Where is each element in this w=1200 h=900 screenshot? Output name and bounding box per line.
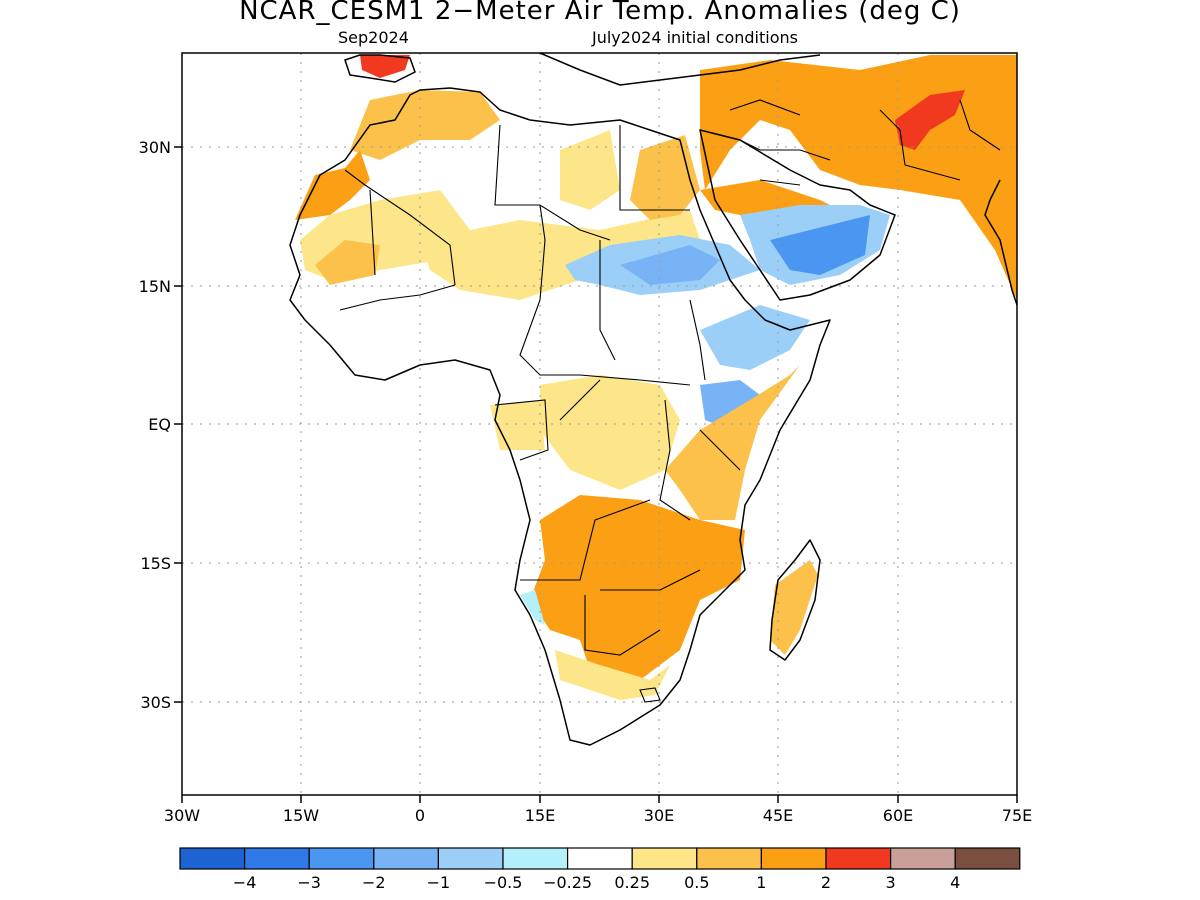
colorbar-label: −3	[297, 873, 321, 892]
x-tick-label: 60E	[883, 806, 913, 825]
anomaly-kenya-cool	[700, 380, 760, 430]
anomaly-shading	[295, 55, 1017, 700]
x-tick-label: 15E	[525, 806, 555, 825]
anomaly-horn-cool	[700, 305, 810, 370]
colorbar-swatch	[631, 847, 698, 870]
colorbar-swatch	[954, 847, 1021, 870]
colorbar-swatch	[373, 847, 439, 870]
colorbar-swatch	[760, 847, 827, 870]
colorbar-label: −0.25	[543, 873, 592, 892]
colorbar-swatch	[825, 847, 892, 870]
anomaly-south-africa-yellow	[555, 650, 670, 700]
x-tick-labels: 30W 15W 0 15E 30E 45E 60E 75E	[164, 806, 1032, 825]
x-tick-label: 15W	[283, 806, 319, 825]
arabia-coastline	[699, 129, 896, 301]
colorbar-swatch	[889, 847, 956, 870]
anomaly-namibia-cool	[520, 590, 545, 625]
anomaly-libya-yellow	[560, 130, 620, 210]
anomaly-egypt-warm	[630, 135, 700, 220]
colorbar-swatch	[179, 847, 246, 870]
tick-marks	[174, 146, 1018, 803]
colorbar-swatch	[696, 847, 762, 870]
colorbar-labels: −4 −3 −2 −1 −0.5 −0.25 0.25 0.5 1 2 3 4	[233, 873, 960, 892]
colorbar-swatch	[437, 847, 504, 870]
africa-coastline	[289, 87, 831, 746]
anomaly-yemen-cooler	[770, 215, 870, 275]
x-tick-label: 30W	[164, 806, 200, 825]
colorbar: −4 −3 −2 −1 −0.5 −0.25 0.25 0.5 1 2 3 4	[179, 847, 1021, 892]
map-title: NCAR_CESM1 2−Meter Air Temp. Anomalies (…	[239, 0, 961, 26]
colorbar-label: 2	[821, 873, 831, 892]
y-tick-label: 30S	[140, 693, 171, 712]
colorbar-label: 0.25	[614, 873, 650, 892]
y-tick-label: 30N	[139, 138, 171, 157]
colorbar-swatch	[244, 847, 310, 870]
anomaly-spain-hot	[360, 55, 410, 78]
india-coastline	[984, 179, 1017, 306]
madagascar-coastline	[769, 539, 821, 661]
anomaly-central-africa-yellow	[540, 375, 680, 490]
colorbar-swatch	[308, 847, 375, 870]
y-tick-label: 15S	[140, 554, 171, 573]
anomaly-sahel-yellow	[420, 210, 700, 300]
colorbar-label: 0.5	[684, 873, 709, 892]
anomaly-madagascar-warm	[770, 560, 818, 655]
y-tick-label: 15N	[139, 277, 171, 296]
x-tick-label: 45E	[763, 806, 793, 825]
initial-conditions: July2024 initial conditions	[592, 28, 798, 47]
country-borders	[339, 99, 1001, 703]
iberia-coastline	[344, 54, 416, 83]
y-tick-label: EQ	[148, 415, 171, 434]
colorbar-swatch	[566, 847, 633, 870]
colorbar-label: −1	[427, 873, 451, 892]
x-tick-label: 0	[415, 806, 425, 825]
europe-coastline	[539, 53, 821, 86]
anomaly-nw-africa-warm	[295, 150, 370, 220]
colorbar-label: −4	[233, 873, 257, 892]
colorbar-label: 1	[756, 873, 766, 892]
gridlines	[182, 53, 1017, 795]
colorbar-swatches	[179, 847, 1021, 870]
anomaly-morocco-warm	[350, 90, 500, 160]
y-tick-labels: 30N 15N EQ 15S 30S	[139, 138, 171, 712]
colorbar-label: 4	[950, 873, 960, 892]
anomaly-mali-warm	[315, 240, 380, 285]
colorbar-swatch	[502, 847, 569, 870]
anomaly-sudan-cooler	[620, 245, 720, 285]
x-tick-label: 75E	[1002, 806, 1032, 825]
anomaly-east-africa-warm	[665, 365, 800, 520]
forecast-month: Sep2024	[338, 28, 409, 47]
colorbar-label: 3	[886, 873, 896, 892]
x-tick-label: 30E	[644, 806, 674, 825]
anomaly-southern-africa-warm	[530, 495, 745, 680]
anomaly-iran-hot	[895, 90, 965, 150]
colorbar-label: −2	[362, 873, 386, 892]
coastlines	[289, 53, 1017, 746]
colorbar-label: −0.5	[484, 873, 523, 892]
